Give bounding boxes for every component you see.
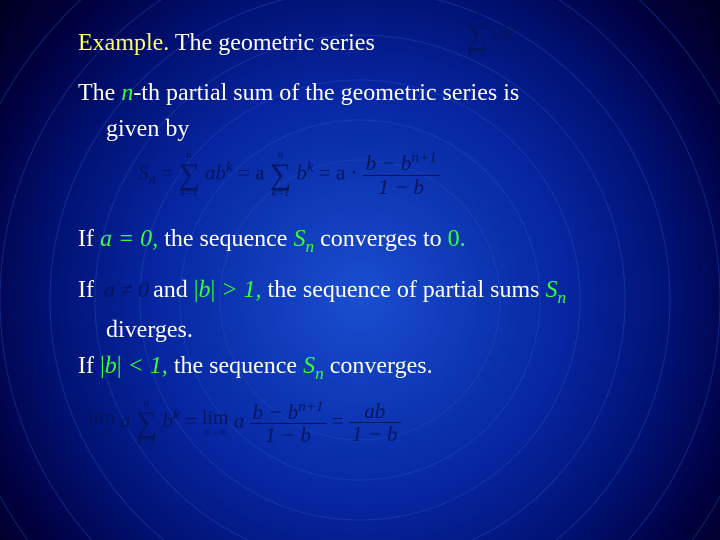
case-diverge-2: diverges. <box>78 315 680 345</box>
example-label: Example. <box>78 30 169 56</box>
case-diverge-1: If a ≠ 0and |b| > 1, the sequence of par… <box>78 275 680 308</box>
content-area: Example. The geometric series ∞∑k=1 abk … <box>78 28 680 472</box>
limit-formula: limn→∞ a n∑k=1 bk = limn→∞ a b − bn+1 1 … <box>78 398 680 462</box>
title-line: Example. The geometric series ∞∑k=1 abk <box>78 28 680 58</box>
sn-formula: Sn = n∑k=1 abk = a n∑k=1 bk = a · b − bn… <box>78 150 680 214</box>
case-converge: If |b| < 1, the sequence Sn converges. <box>78 351 680 384</box>
partial-sum-text-1: The n-th partial sum of the geometric se… <box>78 78 680 108</box>
case-a-zero: If a = 0, the sequence Sn converges to 0… <box>78 224 680 257</box>
partial-sum-text-2: given by <box>78 114 680 144</box>
series-sum-icon: ∞∑k=1 abk <box>466 10 519 59</box>
slide: Example. The geometric series ∞∑k=1 abk … <box>0 0 720 540</box>
title-rest: The geometric series <box>169 30 374 56</box>
a-ne-0-icon: a ≠ 0 <box>100 277 153 302</box>
